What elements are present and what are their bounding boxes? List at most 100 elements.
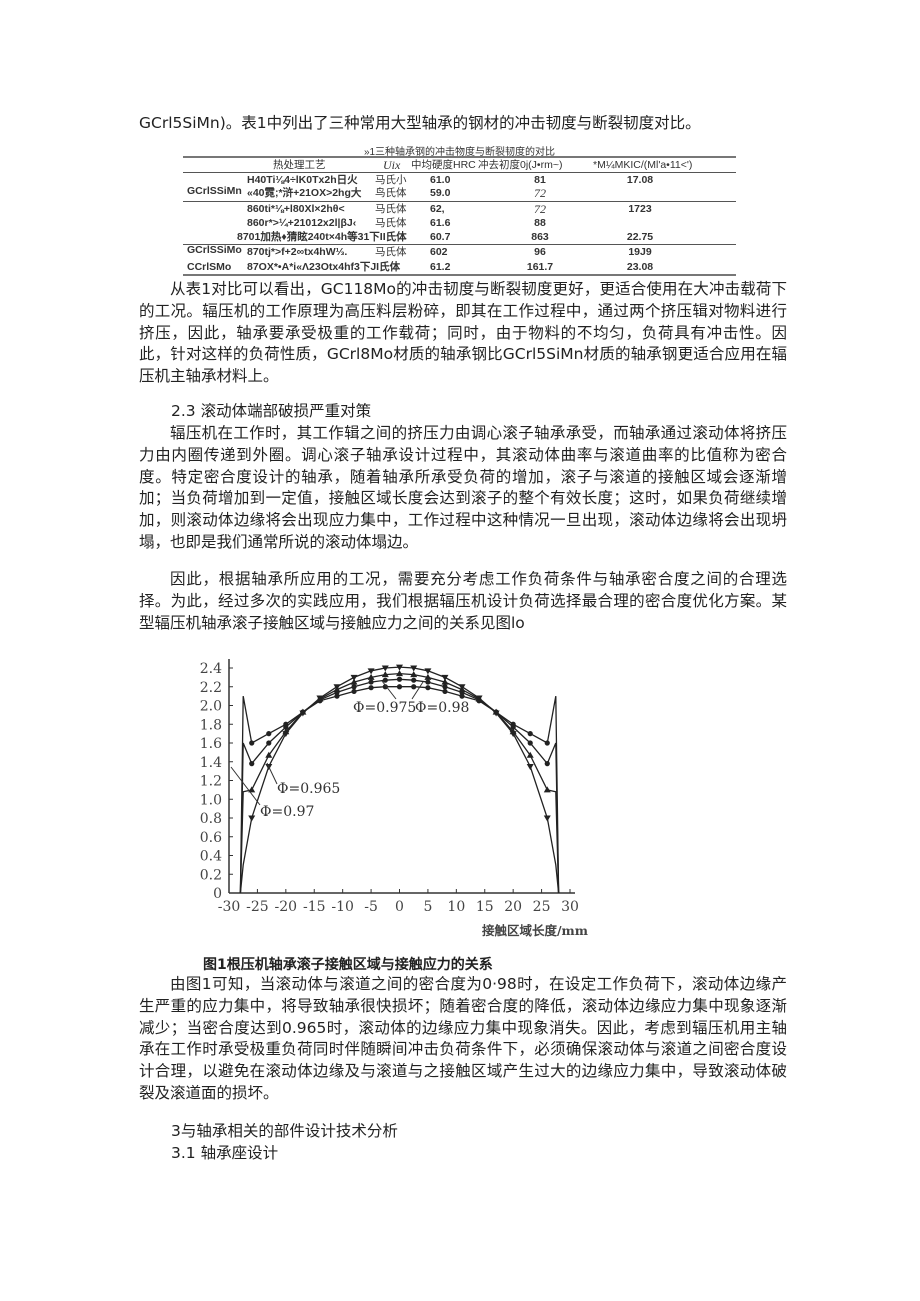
paragraph-comparison: 从表1对比可以看出，GC118Mo的冲击韧度与断裂韧度更好，更适合使用在大冲击载… (139, 280, 787, 386)
data-point (543, 815, 551, 822)
header-hrc: 中均硬度HRC (411, 159, 476, 171)
table-cell-kic: 19J9 (628, 246, 652, 258)
table-cell-hrc: 61.2 (430, 261, 451, 273)
y-tick-label: 0.4 (200, 849, 222, 865)
header-impact: 冲去初度0j(J•rm~) (478, 159, 563, 171)
table-cell-structure: 马氏体 (375, 246, 407, 258)
table-cell-hrc: 62, (430, 203, 445, 215)
table-cell-impact: 72 (534, 186, 546, 200)
y-tick-label: 1.0 (200, 792, 222, 808)
table-cell-structure: 马氏小 (375, 174, 407, 186)
data-point (396, 684, 403, 690)
header-structure: Uix (383, 158, 401, 172)
data-point (367, 668, 375, 675)
x-tick-label: -25 (246, 899, 269, 915)
data-point (424, 673, 432, 680)
table-cell-kic: 22.75 (626, 231, 654, 243)
table-cell-process: H40Ti⅛4÷lK0Tx2h日火 (247, 174, 358, 186)
data-point (526, 751, 534, 758)
table-cell-impact: 863 (531, 231, 549, 243)
data-point (368, 679, 374, 685)
table-cell-impact: 72 (534, 202, 546, 216)
x-tick-label: -15 (303, 899, 326, 915)
x-tick-label: 10 (447, 899, 465, 915)
table-rule (183, 274, 736, 276)
y-tick-label: 2.0 (200, 699, 222, 715)
y-tick-label: 1.4 (200, 755, 222, 771)
data-point (299, 710, 307, 717)
y-tick-label: 1.6 (200, 736, 222, 752)
material-cell: GCrlSSiMn (187, 185, 242, 197)
y-tick-label: 0.2 (200, 867, 222, 883)
x-tick-label: 30 (561, 899, 579, 915)
table-cell-process: 870tj*>f+2∞tx4hW⅓. (247, 246, 348, 258)
table-cell-impact: 96 (534, 246, 546, 258)
data-point (396, 664, 403, 671)
table-cell-hrc: 61.6 (430, 217, 451, 229)
table-cell-impact: 161.7 (526, 261, 554, 273)
table-cell-hrc: 61.0 (430, 174, 451, 186)
table-cell-process: 87OX*•A*i«Λ23Otx4hf3下JI氏体 (247, 261, 401, 273)
table-title: »1三种轴承钢的冲击物度与断裂韧度的对比 (363, 147, 556, 158)
contact-stress-chart: 0 0.2 0.4 0.6 0.8 1.0 1.2 1.4 1.6 1.8 2.0 2.2 2.4 -30… (200, 659, 588, 938)
material-cell: GCrlSSiMo (187, 244, 242, 256)
series-label: Φ=0.97 (260, 804, 314, 820)
y-tick-label: 2.2 (200, 680, 222, 696)
data-point (351, 684, 357, 690)
table-cell-structure: 马氏体 (375, 203, 407, 215)
data-point (527, 740, 533, 746)
paragraph-analysis: 由图1可知，当滚动体与滚道之间的密合度为0·98时，在设定工作负荷下，滚动体边缘… (139, 975, 787, 1102)
y-tick-label: 1.2 (200, 774, 222, 790)
x-tick-label: -10 (331, 899, 354, 915)
data-point (410, 671, 418, 678)
table-cell-impact: 88 (534, 217, 546, 229)
data-point (350, 678, 358, 685)
data-point (367, 673, 375, 680)
data-point (266, 731, 272, 737)
data-point (441, 678, 449, 685)
series-label-leader (230, 766, 261, 806)
series-label-leader (266, 762, 278, 785)
x-tick-label: 5 (423, 899, 432, 915)
data-point (382, 684, 388, 690)
data-point (425, 685, 431, 691)
data-point (249, 761, 255, 767)
table-cell-structure: 鸟氏体 (375, 187, 407, 199)
data-point (381, 665, 389, 672)
figure-caption: 图1根压机轴承滚子接触区域与接触应力的关系 (203, 957, 493, 973)
table-cell-kic: 17.08 (626, 174, 654, 186)
data-point (396, 670, 403, 677)
paragraph-selection: 因此，根据轴承所应用的工况，需要充分考虑工作负荷条件与轴承密合度之间的合理选择。… (139, 570, 787, 632)
x-tick-label: -5 (364, 899, 378, 915)
section-heading-3-1: 3.1 轴承座设计 (171, 1144, 279, 1162)
data-point (509, 731, 517, 738)
data-point (424, 668, 432, 675)
data-point (527, 731, 533, 737)
data-point (544, 761, 550, 767)
x-tick-label: 15 (476, 899, 494, 915)
series-label-leader (381, 680, 397, 700)
data-point (411, 677, 417, 683)
data-point (381, 671, 389, 678)
data-point (316, 695, 324, 702)
data-point (492, 710, 500, 717)
table-rule (183, 201, 736, 202)
data-point (510, 724, 516, 730)
data-point (265, 751, 273, 758)
data-point (333, 684, 341, 691)
series-label: Φ=0.98 (415, 700, 469, 716)
data-point (334, 693, 340, 699)
data-point (382, 677, 388, 683)
data-point (368, 685, 374, 691)
data-point (442, 688, 448, 695)
x-tick-label: 25 (533, 899, 551, 915)
data-point (282, 731, 290, 738)
table-cell-process: 8701加热♦猜眩240t×4h等31下II氏体 (237, 231, 407, 243)
table-cell-hrc: 60.7 (430, 231, 451, 243)
table-cell-kic: 1723 (628, 203, 652, 215)
table-rule (183, 156, 736, 158)
data-point (266, 740, 272, 746)
section-heading-3: 3与轴承相关的部件设计技术分析 (171, 1122, 398, 1140)
paragraph-intro-end: GCrl5SiMn)。表1中列出了三种常用大型轴承的钢材的冲击韧度与断裂韧度对比… (139, 114, 701, 132)
series-label: Φ=0.965 (277, 781, 340, 797)
